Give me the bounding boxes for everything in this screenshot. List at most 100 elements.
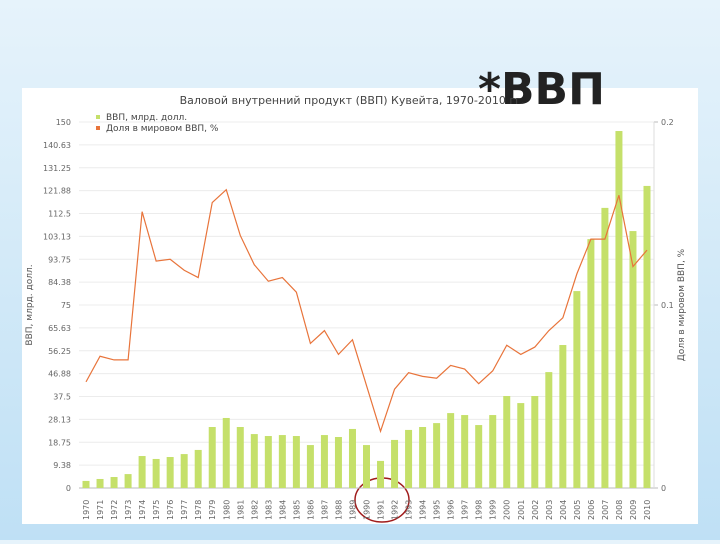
bar [629,231,637,488]
y-tick-label: 140.63 [43,141,71,150]
bar [82,480,90,488]
y-tick-label: 103.13 [43,232,71,241]
bar [180,454,188,488]
bar [348,428,356,488]
bar [545,372,553,488]
bar [643,185,651,489]
y-tick-label: 75 [61,301,71,310]
x-tick-label: 1977 [180,500,189,520]
y-tick-label: 121.88 [43,187,71,196]
bar [278,435,286,488]
x-tick-label: 1979 [208,500,217,520]
line [85,188,648,434]
x-tick-label: 1974 [138,500,147,520]
legend-swatch [96,115,100,119]
x-tick-label: 2002 [531,500,540,520]
bar [208,427,216,488]
bar [152,458,160,488]
y-tick-label: 46.88 [48,370,71,379]
bar [236,427,244,488]
x-tick-label: 1976 [166,500,175,520]
x-tick-label: 2007 [601,500,610,520]
x-tick-label: 1998 [475,500,484,520]
bar [517,403,525,488]
y-tick-label: 150 [56,118,71,127]
y2-tick-label: 0 [661,484,666,493]
x-tick-label: 1997 [461,500,470,520]
bar [405,429,413,488]
y2-axis-label: Доля в мировом ВВП, % [677,248,687,361]
y-tick-label: 56.25 [48,347,71,356]
slide-heading: *ВВП [478,64,605,115]
y-tick-label: 84.38 [48,278,71,287]
x-tick-label: 2008 [615,500,624,520]
x-tick-label: 1991 [377,500,386,520]
bar [559,345,567,488]
bar [573,291,581,488]
bar [363,445,370,488]
x-tick-label: 1975 [152,500,161,520]
bar [615,131,623,488]
y2-tick-label: 0.1 [661,301,674,310]
x-tick-label: 1985 [292,500,301,520]
y-axis-label: ВВП, млрд. долл. [25,264,35,345]
x-tick-label: 1978 [194,500,203,520]
bar [124,474,132,488]
x-tick-label: 1993 [405,500,414,520]
bar [475,425,483,488]
bar [489,415,497,488]
y-tick-label: 18.75 [48,438,71,447]
y-tick-label: 37.5 [53,393,71,402]
x-tick-label: 2006 [587,500,596,520]
y-tick-label: 28.13 [48,415,71,424]
bar [601,207,609,488]
bar [447,413,455,488]
bar [292,436,300,488]
y-tick-label: 112.5 [48,210,71,219]
bar [531,396,539,488]
x-tick-label: 1980 [222,500,231,520]
x-tick-label: 2001 [517,500,526,520]
bar [306,445,314,488]
x-tick-label: 1986 [306,500,315,520]
x-tick-label: 2005 [573,500,582,520]
y-tick-label: 9.38 [53,461,71,470]
x-tick-label: 1981 [236,500,245,520]
y-tick-label: 0 [66,484,71,493]
bar [222,417,230,488]
x-tick-label: 2000 [503,500,512,520]
x-tick-label: 1971 [96,500,105,520]
bar [110,477,118,488]
bar [264,436,272,488]
bar [138,456,146,488]
chart-background [22,88,698,524]
x-tick-label: 1987 [320,500,329,520]
legend-label: ВВП, млрд. долл. [106,113,187,123]
x-tick-label: 1992 [391,500,400,520]
bar [250,434,258,488]
legend-label: Доля в мировом ВВП, % [106,124,219,134]
y-tick-label: 65.63 [48,324,71,333]
y-tick-label: 131.25 [43,164,71,173]
bar [503,396,511,488]
bar [433,423,441,488]
bar [320,435,328,488]
x-tick-label: 1988 [334,500,343,520]
x-tick-label: 1983 [264,500,273,520]
x-tick-label: 1982 [250,500,259,520]
bar [377,460,385,488]
x-tick-label: 2003 [545,500,554,520]
bar [587,239,595,488]
x-tick-label: 1984 [278,500,287,520]
x-tick-label: 1973 [124,500,133,520]
chart-title: Валовой внутренний продукт (ВВП) Кувейта… [180,94,525,107]
x-tick-label: 2009 [629,500,638,520]
bar [96,478,104,488]
bar [166,457,174,488]
x-tick-label: 1994 [419,500,428,520]
bar [419,427,427,488]
bar [391,439,399,488]
x-tick-label: 2010 [643,500,652,520]
x-tick-label: 1995 [433,500,442,520]
